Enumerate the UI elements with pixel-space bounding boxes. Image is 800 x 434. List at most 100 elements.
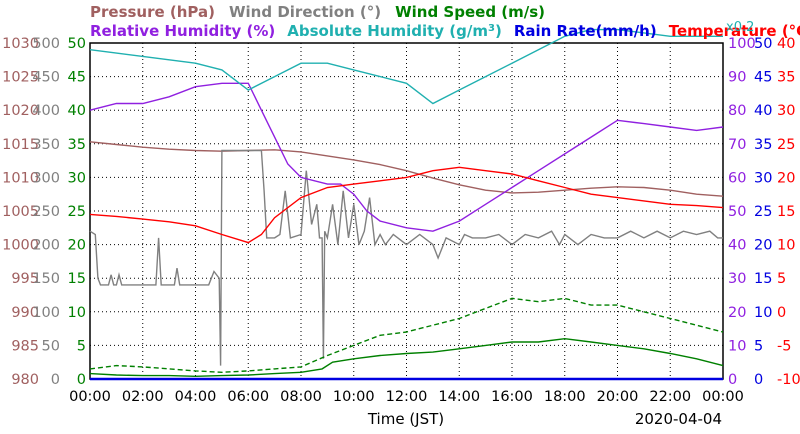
y-tick-label-wind-dir: 250 xyxy=(32,204,60,220)
y-tick-label-pressure: 990 xyxy=(11,305,39,321)
y-tick-label-wind-dir: 450 xyxy=(32,70,60,86)
y-tick-label-temp: 10 xyxy=(777,238,795,254)
legend-rh: Relative Humidity (%) xyxy=(90,22,275,40)
y-tick-label-wind-speed: 0 xyxy=(77,372,86,388)
y-tick-label-wind-dir: 50 xyxy=(42,338,60,354)
legend-rain: Rain Rate(mm/h) xyxy=(514,22,657,40)
series-line-pressure xyxy=(89,141,724,197)
x-tick-label: 22:00 xyxy=(649,389,691,405)
y-tick-label-rain: 45 xyxy=(754,70,772,86)
series-line-rh xyxy=(89,82,724,232)
series-line-wind-speed xyxy=(89,337,724,378)
y-tick-label-rh: 100 xyxy=(728,36,756,52)
y-tick-label-temp: 30 xyxy=(777,103,795,119)
y-tick-label-wind-speed: 20 xyxy=(68,238,86,254)
y-tick-label-pressure: 1005 xyxy=(2,204,39,220)
legend-ah: Absolute Humidity (g/m3) xyxy=(287,22,502,40)
y-tick-label-rain: 10 xyxy=(754,305,772,321)
x-tick-label: 02:00 xyxy=(122,389,164,405)
y-tick-label-wind-dir: 350 xyxy=(32,137,60,153)
y-tick-label-rain: 25 xyxy=(754,204,772,220)
y-tick-label-pressure: 1010 xyxy=(2,170,39,186)
y-tick-label-temp: 35 xyxy=(777,70,795,86)
y-tick-label-wind-speed: 5 xyxy=(77,338,86,354)
y-tick-label-wind-speed: 25 xyxy=(68,204,86,220)
series-line-wind-speed xyxy=(89,297,724,374)
x-tick-label: 16:00 xyxy=(491,389,533,405)
series-line-temp xyxy=(89,166,724,244)
y-tick-label-temp: 20 xyxy=(777,170,795,186)
x-tick-label: 18:00 xyxy=(544,389,586,405)
y-tick-label-wind-speed: 15 xyxy=(68,271,86,287)
y-tick-label-wind-dir: 0 xyxy=(51,372,60,388)
x-tick-label: 06:00 xyxy=(227,389,269,405)
x-tick-label: 20:00 xyxy=(597,389,639,405)
legend-pressure: Pressure (hPa) xyxy=(90,3,215,21)
y-tick-labels: 9809859909951000100510101015102010251030… xyxy=(2,36,800,388)
legend: Pressure (hPa) Wind Direction (°) Wind Spe… xyxy=(90,3,800,40)
y-tick-label-pressure: 1020 xyxy=(2,103,39,119)
y-tick-label-wind-speed: 30 xyxy=(68,170,86,186)
y-tick-label-pressure: 1015 xyxy=(2,137,39,153)
x-tick-label: 12:00 xyxy=(386,389,428,405)
y-tick-label-rain: 5 xyxy=(754,338,763,354)
y-tick-label-wind-dir: 100 xyxy=(32,305,60,321)
y-tick-label-rain: 35 xyxy=(754,137,772,153)
rain-scale-note: x0.2 xyxy=(726,20,754,35)
y-tick-label-rh: 70 xyxy=(728,137,746,153)
y-tick-label-pressure: 1000 xyxy=(2,238,39,254)
y-tick-label-wind-dir: 400 xyxy=(32,103,60,119)
series-line-wind-dir xyxy=(89,149,723,366)
y-tick-label-wind-dir: 150 xyxy=(32,271,60,287)
y-tick-label-rh: 50 xyxy=(728,204,746,220)
x-tick-labels: 00:00 02:00 04:00 06:00 08:00 10:00 12:00 14:00… xyxy=(69,389,744,405)
y-tick-label-temp: 15 xyxy=(777,204,795,220)
y-tick-label-rh: 20 xyxy=(728,305,746,321)
y-tick-label-temp: 0 xyxy=(777,305,786,321)
y-tick-label-wind-dir: 300 xyxy=(32,170,60,186)
legend-wind-speed: Wind Speed (m/s) xyxy=(395,3,545,21)
legend-wind-dir: Wind Direction (°) xyxy=(229,3,381,21)
y-tick-label-pressure: 995 xyxy=(11,271,39,287)
y-tick-label-rh: 80 xyxy=(728,103,746,119)
y-tick-label-temp: -5 xyxy=(777,338,791,354)
series-group xyxy=(89,28,724,381)
y-tick-label-pressure: 1025 xyxy=(2,70,39,86)
y-tick-label-wind-speed: 50 xyxy=(68,36,86,52)
y-tick-label-wind-speed: 10 xyxy=(68,305,86,321)
y-tick-label-temp: 25 xyxy=(777,137,795,153)
x-tick-label: 00:00 xyxy=(702,389,744,405)
series-line-ah xyxy=(89,28,723,105)
grid xyxy=(90,43,723,379)
legend-temp: Temperature (°C) xyxy=(669,22,800,40)
y-tick-label-wind-dir: 500 xyxy=(32,36,60,52)
x-tick-label: 08:00 xyxy=(280,389,322,405)
chart-date: 2020-04-04 xyxy=(635,410,722,428)
y-tick-label-rain: 20 xyxy=(754,238,772,254)
y-tick-label-wind-speed: 35 xyxy=(68,137,86,153)
y-tick-label-wind-dir: 200 xyxy=(32,238,60,254)
x-tick-label: 00:00 xyxy=(69,389,111,405)
y-tick-label-rh: 0 xyxy=(728,372,737,388)
x-axis-label: Time (JST) xyxy=(367,410,444,428)
y-tick-label-temp: -10 xyxy=(777,372,800,388)
y-tick-label-rh: 60 xyxy=(728,170,746,186)
y-tick-label-pressure: 1030 xyxy=(2,36,39,52)
y-tick-label-rh: 10 xyxy=(728,338,746,354)
y-tick-label-temp: 5 xyxy=(777,271,786,287)
y-tick-label-pressure: 985 xyxy=(11,338,39,354)
y-tick-label-rain: 15 xyxy=(754,271,772,287)
y-tick-label-rh: 30 xyxy=(728,271,746,287)
y-tick-label-wind-speed: 40 xyxy=(68,103,86,119)
y-tick-label-wind-speed: 45 xyxy=(68,70,86,86)
y-tick-label-rh: 40 xyxy=(728,238,746,254)
y-tick-label-rain: 30 xyxy=(754,170,772,186)
y-tick-label-rain: 40 xyxy=(754,103,772,119)
y-tick-label-rain: 50 xyxy=(754,36,772,52)
x-tick-label: 14:00 xyxy=(438,389,480,405)
y-tick-label-rh: 90 xyxy=(728,70,746,86)
y-tick-label-temp: 40 xyxy=(777,36,795,52)
x-tick-label: 04:00 xyxy=(175,389,217,405)
y-tick-label-rain: 0 xyxy=(754,372,763,388)
